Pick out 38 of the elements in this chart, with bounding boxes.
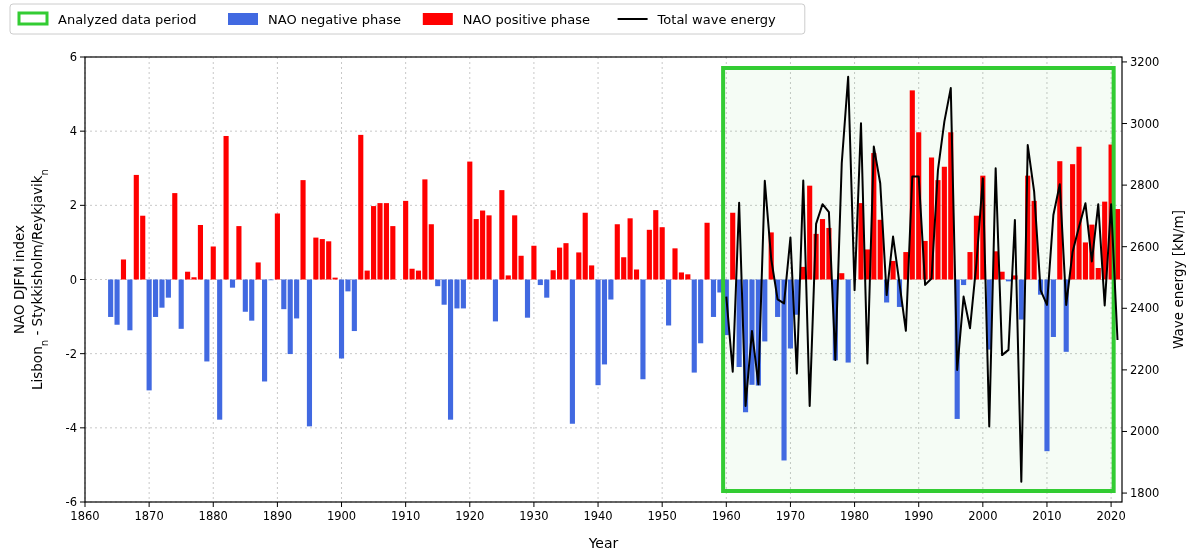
x-tick-label: 1940 xyxy=(583,509,613,523)
legend-label: NAO negative phase xyxy=(268,12,401,27)
x-axis-title: Year xyxy=(587,535,619,551)
x-tick-label: 1980 xyxy=(839,509,870,523)
x-tick-label: 1970 xyxy=(775,509,806,523)
y2-tick-label: 2600 xyxy=(1130,239,1160,254)
y2-tick-label: 1800 xyxy=(1130,486,1160,501)
x-tick-label: 1890 xyxy=(262,509,293,523)
x-tick-label: 1990 xyxy=(904,509,934,523)
y-tick-label: -2 xyxy=(65,346,77,361)
x-tick-label: 1960 xyxy=(711,509,741,523)
y-tick-label: 6 xyxy=(69,50,77,64)
x-tick-label: 1860 xyxy=(70,509,100,523)
y2-axis-title: Wave energy [kN/m] xyxy=(1170,210,1186,349)
x-tick-label: 2000 xyxy=(968,509,998,523)
x-tick-label: 1910 xyxy=(391,509,421,523)
legend-label: Total wave energy xyxy=(656,12,777,27)
x-tick-label: 1900 xyxy=(326,509,357,523)
y2-tick-label: 2200 xyxy=(1130,362,1160,377)
x-tick-label: 2020 xyxy=(1096,509,1126,523)
x-tick-label: 1930 xyxy=(519,509,549,523)
x-tick-label: 2010 xyxy=(1032,509,1062,523)
x-tick-label: 1920 xyxy=(455,509,485,523)
legend-label: NAO positive phase xyxy=(462,12,590,27)
y2-tick-label: 2800 xyxy=(1130,178,1160,193)
x-tick-label: 1880 xyxy=(198,509,228,523)
x-tick-label: 1950 xyxy=(647,509,677,523)
y-tick-label: 2 xyxy=(69,198,77,213)
y-tick-label: 0 xyxy=(69,272,77,287)
legend-label: Analyzed data period xyxy=(58,12,197,27)
y-tick-label: 4 xyxy=(69,124,77,139)
y-tick-label: -4 xyxy=(65,420,77,435)
y2-tick-label: 3000 xyxy=(1130,116,1160,131)
y2-tick-label: 2400 xyxy=(1130,301,1160,316)
y2-tick-label: 3200 xyxy=(1130,54,1160,69)
x-tick-label: 1870 xyxy=(134,509,164,523)
y2-tick-label: 2000 xyxy=(1130,424,1160,439)
y-tick-label: -6 xyxy=(65,495,77,509)
